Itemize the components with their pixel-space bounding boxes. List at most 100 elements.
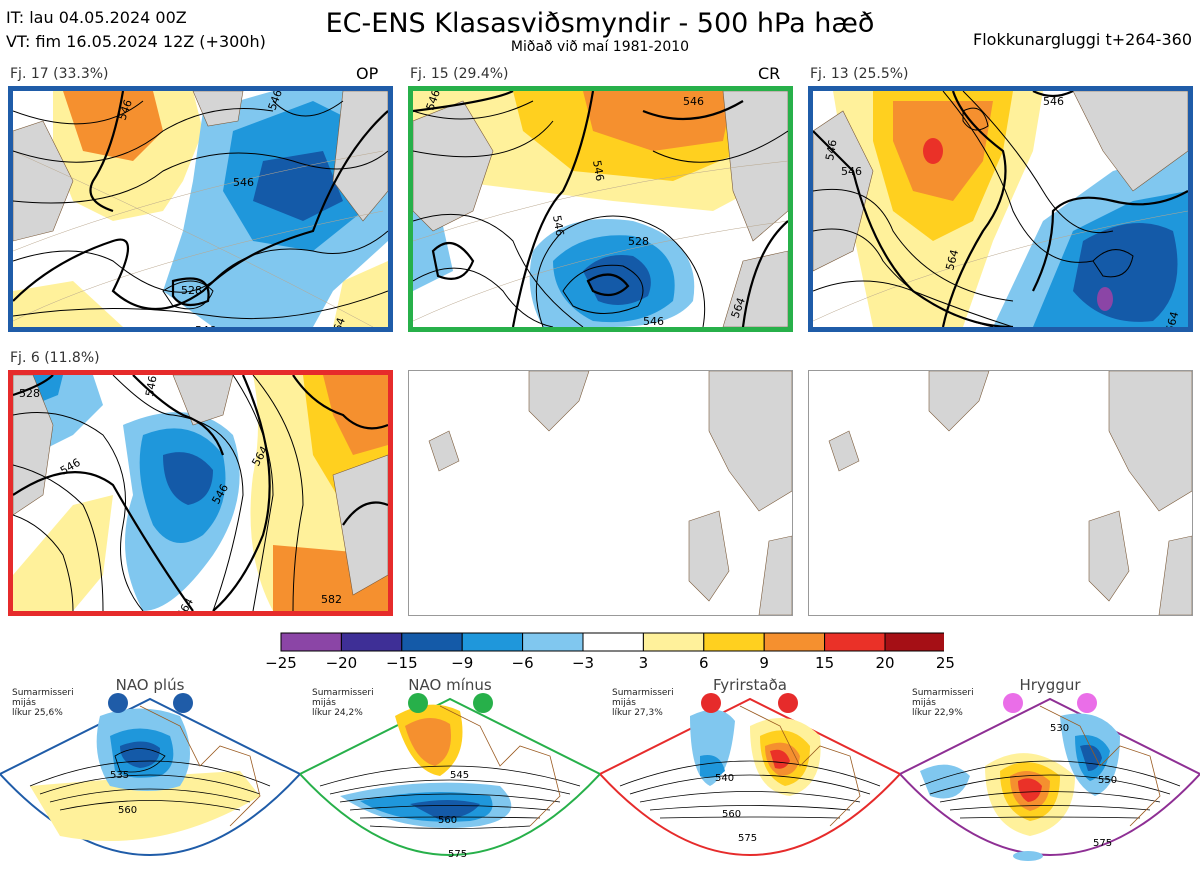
negative-anomaly-core xyxy=(163,452,213,505)
contour-label: 546 xyxy=(683,95,704,108)
contour-label: 560 xyxy=(118,805,137,816)
regime-note: Sumarmisseri mijás líkur 25,6% xyxy=(12,688,74,718)
regime-title: Fyrirstaða xyxy=(713,676,787,694)
classification-window: Flokkunargluggi t+264-360 xyxy=(973,30,1192,49)
landmass xyxy=(413,100,494,232)
colorbar-swatch xyxy=(461,632,524,652)
colorbar-swatch xyxy=(763,632,826,652)
colorbar-swatch xyxy=(340,632,403,652)
regime-nao-minus[interactable]: 545 560 575 NAO mínus Sumarmisseri mijás… xyxy=(298,676,602,871)
cluster-2-map[interactable]: 546 546 546 528 546 546 564 xyxy=(408,86,793,332)
colorbar-tick-label: 6 xyxy=(699,654,709,672)
colorbar-tick-label: −9 xyxy=(451,654,474,672)
initial-time: IT: lau 04.05.2024 00Z xyxy=(6,8,187,27)
contour-label: 546 xyxy=(841,165,862,178)
regime-note: Sumarmisseri mijás líkur 27,3% xyxy=(612,688,674,718)
contour-label: 540 xyxy=(715,773,734,784)
contour-label: 560 xyxy=(438,815,457,826)
contour-label: 575 xyxy=(738,833,757,844)
contour-546 xyxy=(89,91,125,213)
colorbar-tick-label: −3 xyxy=(571,654,595,672)
contour-label: 564 xyxy=(329,316,348,327)
positive-anomaly-core xyxy=(323,375,388,455)
cluster-3-map-graphic: 546 546 546 564 564 xyxy=(813,91,1188,327)
contour-label: 535 xyxy=(110,770,129,781)
contour-label: 560 xyxy=(722,809,741,820)
colorbar-tick-label: −15 xyxy=(385,654,418,672)
negative-anomaly-core xyxy=(583,255,651,305)
contour-label: 575 xyxy=(448,849,467,860)
cluster-4-map[interactable]: 528 546 546 546 564 564 582 xyxy=(8,370,393,616)
cluster-1-map[interactable]: 546 546 528 546 546 564 xyxy=(8,86,393,332)
contour-label: 528 xyxy=(19,387,40,400)
contour-528 xyxy=(13,375,54,397)
colorbar-tick-label: 3 xyxy=(638,654,649,672)
colorbar-tick-label: 25 xyxy=(935,654,955,672)
cluster-4-map-graphic: 528 546 546 546 564 564 582 xyxy=(13,375,388,611)
cluster-4-label: Fj. 6 (11.8%) xyxy=(10,350,100,366)
cluster-2-label: Fj. 15 (29.4%) xyxy=(410,66,509,82)
colorbar-tick-label: 20 xyxy=(875,654,895,672)
regime-title: NAO mínus xyxy=(408,676,492,694)
regime-map: 540 560 575 xyxy=(598,693,902,856)
colorbar-swatch xyxy=(884,632,944,652)
regime-nao-plus[interactable]: 535 560 NAO plús Sumarmisseri mijás líku… xyxy=(0,676,302,871)
colorbar-tick-label: 15 xyxy=(815,654,835,672)
contour-label: 546 xyxy=(1043,95,1064,108)
contour-label: 530 xyxy=(1050,723,1069,734)
contour-label: 546 xyxy=(823,139,839,162)
regime-note: Sumarmisseri mijás líkur 22,9% xyxy=(912,688,974,718)
regime-ridge[interactable]: 530 550 575 Hryggur Sumarmisseri mijás l… xyxy=(898,676,1200,871)
cluster-2-tag: CR xyxy=(758,64,781,83)
contour-label: 546 xyxy=(643,315,664,327)
contour-label: 582 xyxy=(321,593,342,606)
colorbar-swatch xyxy=(703,632,765,652)
regime-blocking[interactable]: 540 560 575 Fyrirstaða Sumarmisseri mijá… xyxy=(598,676,902,871)
colorbar-swatch xyxy=(280,632,342,652)
negative-anomaly-core xyxy=(253,151,343,221)
contour-label: 546 xyxy=(550,214,566,237)
regime-title: NAO plús xyxy=(115,676,185,694)
colorbar-tick-label: −25 xyxy=(265,654,297,672)
landmass xyxy=(813,110,874,272)
page-subtitle: Miðað við maí 1981-2010 xyxy=(510,39,690,55)
contour-label: 575 xyxy=(1093,838,1112,849)
contour-label: 550 xyxy=(1098,775,1117,786)
colorbar-tick-label: −20 xyxy=(325,654,358,672)
cluster-3-label: Fj. 13 (25.5%) xyxy=(810,66,909,82)
empty-map-panel xyxy=(408,370,793,616)
base-map xyxy=(428,371,792,615)
contour-label: 546 xyxy=(143,375,159,398)
regime-map: 535 560 xyxy=(0,693,302,856)
regime-map: 530 550 575 xyxy=(898,693,1200,861)
anomaly-colorbar xyxy=(280,632,944,652)
cluster-1-map-graphic: 546 546 528 546 546 564 xyxy=(13,91,388,327)
colorbar-swatch xyxy=(401,632,463,652)
valid-time: VT: fim 16.05.2024 12Z (+300h) xyxy=(6,32,266,51)
base-map xyxy=(828,371,1192,615)
header-info: IT: lau 04.05.2024 00Z VT: fim 16.05.202… xyxy=(6,6,266,54)
cluster-1-label: Fj. 17 (33.3%) xyxy=(10,66,109,82)
empty-map-panel xyxy=(808,370,1193,616)
contour-label: 545 xyxy=(450,770,469,781)
page-title: EC-ENS Klasasviðsmyndir - 500 hPa hæð xyxy=(325,8,875,39)
contour-label: 546 xyxy=(233,176,254,189)
colorbar-swatch xyxy=(642,632,705,652)
colorbar-swatch xyxy=(582,632,644,652)
contour-546 xyxy=(413,91,514,113)
cluster-1-tag: OP xyxy=(356,64,379,83)
colorbar-swatch xyxy=(522,632,584,652)
contour-label: 528 xyxy=(181,284,202,297)
regime-title: Hryggur xyxy=(1019,676,1081,694)
contour-label: 564 xyxy=(1163,310,1181,327)
cluster-3-map[interactable]: 546 546 546 564 564 xyxy=(808,86,1193,332)
positive-anomaly-core xyxy=(63,91,163,161)
contour-label: 528 xyxy=(628,235,649,248)
contour-546 xyxy=(813,130,1014,327)
regime-note: Sumarmisseri mijás líkur 24,2% xyxy=(312,688,374,718)
contour-label: 546 xyxy=(195,324,216,327)
positive-anomaly-core xyxy=(583,91,733,151)
colorbar-tick-label: −6 xyxy=(511,654,534,672)
cluster-2-map-graphic: 546 546 546 528 546 546 564 xyxy=(413,91,788,327)
regime-map: 545 560 575 xyxy=(298,693,602,860)
